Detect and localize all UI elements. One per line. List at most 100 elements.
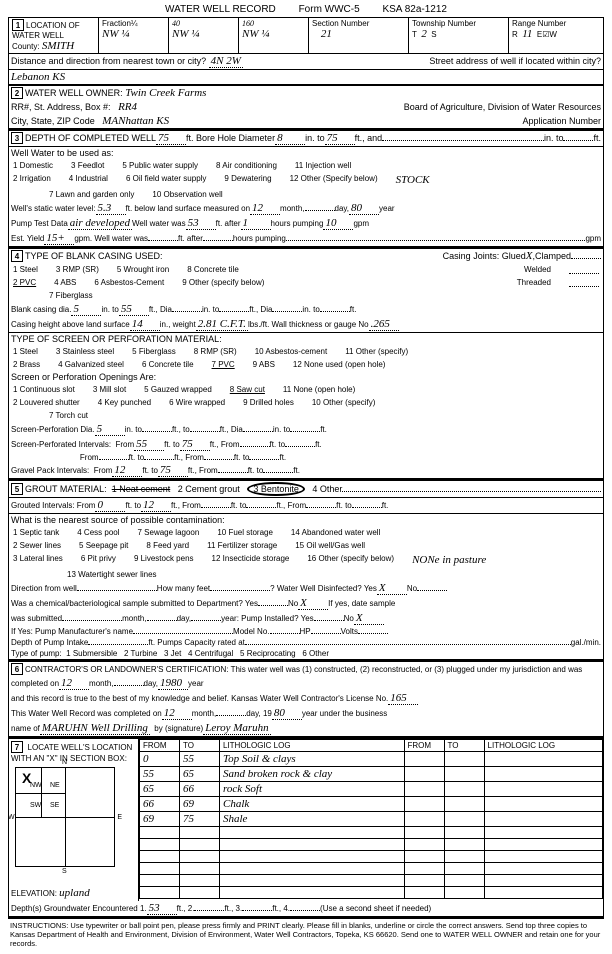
dir-lbl: Direction from well — [11, 584, 77, 593]
log-cell — [444, 812, 484, 827]
s-11: 11 Other (specify) — [345, 347, 408, 356]
map-e: E — [117, 814, 122, 821]
static-lbl: Well's static water level: — [11, 204, 96, 213]
ct-5: 5 Seepage pit — [79, 541, 128, 550]
dia4: ft., Dia — [149, 305, 172, 314]
gint-lbl: Grouted Intervals: From — [11, 501, 95, 510]
s-8: 8 RMP (SR) — [194, 347, 237, 356]
wr2: year under the business — [302, 709, 387, 718]
bname: MARUHN Well Drilling — [40, 722, 150, 735]
o-9: 9 Drilled holes — [243, 398, 294, 407]
form-no: Form WWC-5 — [299, 4, 360, 15]
c-8: 8 Concrete tile — [187, 265, 239, 274]
g-2: 2 Cement grout — [178, 484, 240, 494]
ct-6: 6 Pit privy — [81, 554, 116, 566]
log-cell: 69 — [180, 797, 220, 812]
s-5: 5 Fiberglass — [132, 347, 176, 356]
s-3: 3 Stainless steel — [56, 347, 114, 356]
wt2: lbs./ft. Wall thickness or gauge No — [248, 320, 369, 329]
opt-7: 7 Lawn and garden only — [49, 190, 134, 199]
owner-lbl: WATER WELL OWNER: — [25, 88, 123, 98]
spdia-lbl: Screen-Perforation Dia. — [11, 425, 95, 434]
log-cell: 55 — [140, 767, 180, 782]
bore2: in. to — [305, 133, 325, 143]
o-2: 2 Louvered shutter — [13, 398, 80, 407]
joints-x: X — [526, 250, 533, 262]
screen-lbl: TYPE OF SCREEN OR PERFORATION MATERIAL: — [11, 334, 222, 344]
sec: 21 — [321, 28, 332, 40]
c-2: 2 PVC — [13, 278, 36, 287]
opt-1: 1 Domestic — [13, 161, 53, 170]
log-cell: 65 — [180, 767, 220, 782]
est4: hours pumping — [233, 234, 286, 243]
elev: upland — [59, 887, 90, 899]
dist: 4N 2W — [209, 55, 243, 68]
ww-lbl: Well water was — [132, 219, 186, 228]
chem-no: No — [288, 599, 298, 608]
section-map: X NW NE SW SE N S W E — [15, 767, 115, 867]
app-lbl: Application Number — [522, 116, 601, 126]
ct-15: 15 Oil well/Gas well — [295, 541, 365, 550]
joints-lbl: Casing Joints: Glued — [443, 251, 526, 261]
section-7-log: 7 LOCATE WELL'S LOCATION WITH AN "X" IN … — [8, 738, 604, 918]
static2: ft. below land surface measured on — [126, 204, 251, 213]
wt: 2.81 C.F.T. — [196, 318, 248, 331]
log-cell: Chalk — [220, 797, 405, 812]
rng-e: E☑W — [537, 30, 557, 39]
g-3: 3 Bentonite — [247, 482, 305, 496]
ct-8: 8 Feed yard — [146, 541, 189, 550]
log-cell — [484, 782, 602, 797]
bore3: 75 — [325, 132, 355, 145]
pi-x: X — [354, 612, 384, 625]
log-cell: Shale — [220, 812, 405, 827]
opt-9: 9 Dewatering — [224, 174, 271, 186]
wr-yr2: 80 — [272, 707, 302, 720]
gp-to: 75 — [158, 464, 188, 477]
pt-6: 6 Other — [302, 649, 329, 658]
opt-8: 8 Air conditioning — [216, 161, 277, 170]
comp-mo: 12 — [59, 677, 89, 690]
chem-lbl: Was a chemical/bacteriological sample su… — [11, 599, 258, 608]
twp-t: T — [412, 30, 417, 39]
chem-x: X — [298, 597, 328, 610]
s-1: 1 Steel — [13, 347, 38, 356]
o-5: 5 Gauzed wrapped — [144, 385, 212, 394]
gw-lbl: Depth(s) Groundwater Encountered 1. — [11, 904, 147, 913]
bore-lbl: ft. Bore Hole Diameter — [186, 133, 275, 143]
twp: 2 — [421, 28, 427, 40]
twp-s: S — [431, 30, 436, 39]
wr-lbl: This Water Well Record was completed on — [11, 709, 162, 718]
lithologic-log-table: FROM TO LITHOLOGIC LOG FROM TO LITHOLOGI… — [139, 739, 603, 899]
ct-2: 2 Sewer lines — [13, 541, 61, 550]
depth-lbl: DEPTH OF COMPLETED WELL — [25, 133, 156, 143]
ht-lbl: Casing height above land surface — [11, 320, 130, 329]
static-mo: 12 — [250, 202, 280, 215]
log-lbl: LOCATE WELL'S LOCATION WITH AN "X" IN SE… — [11, 743, 132, 763]
ct-3: 3 Lateral lines — [13, 554, 63, 566]
ct-10: 10 Fuel storage — [217, 528, 273, 537]
est-lbl: Est. Yield — [11, 234, 44, 243]
log-cell — [444, 752, 484, 767]
c-7: 7 Fiberglass — [49, 291, 93, 300]
use-other: STOCK — [396, 174, 430, 186]
static-yr: 80 — [349, 202, 379, 215]
section-3-depth: 3 DEPTH OF COMPLETED WELL 75 ft. Bore Ho… — [8, 130, 604, 248]
rng: 11 — [522, 28, 532, 40]
ct-11: 11 Fertilizer storage — [207, 541, 277, 550]
use-lbl: Well Water to be used as: — [11, 148, 114, 158]
disinf-x: X — [377, 582, 407, 595]
map-nw: NW — [30, 782, 42, 789]
comp-yr: 1980 — [158, 677, 188, 690]
pump-note: air developed — [68, 217, 132, 230]
section-4-casing: 4 TYPE OF BLANK CASING USED: Casing Join… — [8, 248, 604, 480]
opt-3: 3 Feedlot — [71, 161, 104, 170]
c-6: 6 Asbestos-Cement — [94, 278, 164, 287]
pump-lbl: Pump Test Data — [11, 219, 68, 228]
log-cell: 66 — [140, 797, 180, 812]
gw4-lbl: ft., 4. — [272, 904, 290, 913]
log-cell: 69 — [140, 812, 180, 827]
o-3: 3 Mill slot — [93, 385, 126, 394]
casing-lbl: TYPE OF BLANK CASING USED: — [25, 251, 163, 261]
sec-num-4: 4 — [11, 250, 23, 262]
cert-lbl: CONTRACTOR'S OR LANDOWNER'S CERTIFICATIO… — [25, 665, 582, 674]
